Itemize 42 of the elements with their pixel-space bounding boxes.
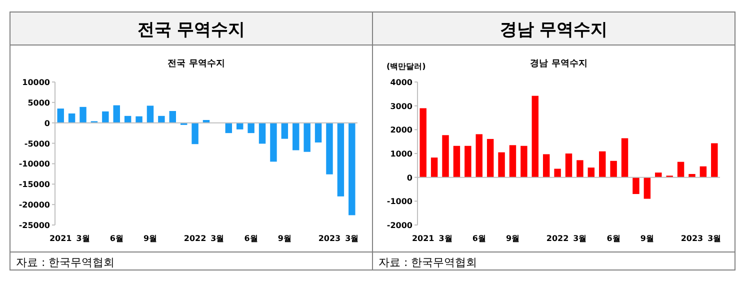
y-tick-label: 3000 <box>390 102 413 111</box>
x-tick-label: 6월 <box>472 234 486 243</box>
x-tick-label: 2023 <box>680 234 704 243</box>
y-tick-label: -5000 <box>24 139 50 148</box>
text: 자료 : 한국무역협회 <box>378 256 478 269</box>
x-tick-label: 2023 <box>318 234 341 243</box>
x-tick-label: 6월 <box>244 234 258 243</box>
x-tick-label: 2021 <box>49 234 72 243</box>
x-tick-label: 6월 <box>606 234 620 243</box>
chart-title: 전국 무역수지 <box>137 20 246 40</box>
x-tick-label: 3월 <box>708 234 722 243</box>
x-tick-label: 9월 <box>278 234 292 243</box>
chart-subtitle: 경남 무역수지 <box>530 59 588 69</box>
chart-title: 경남 무역수지 <box>500 20 608 40</box>
x-tick-label: 3월 <box>345 234 359 243</box>
x-tick-label: 9월 <box>640 234 654 243</box>
y-tick-label: -20000 <box>18 200 50 210</box>
x-tick-label: 2022 <box>184 234 206 243</box>
y-axis-title: (백만달러) <box>386 62 426 71</box>
x-tick-label: 3월 <box>573 234 587 243</box>
y-tick-label: -2000 <box>386 221 413 230</box>
x-tick-label: 2022 <box>546 234 569 243</box>
x-tick-label: 6월 <box>110 234 124 243</box>
chart-subtitle: 전국 무역수지 <box>168 59 225 69</box>
y-tick-label: -1000 <box>386 197 413 206</box>
y-tick-label: -10000 <box>18 160 50 169</box>
y-tick-label: -15000 <box>18 180 50 190</box>
y-tick-label: -25000 <box>18 221 50 230</box>
x-tick-label: 9월 <box>506 234 520 243</box>
x-tick-label: 3월 <box>438 234 452 243</box>
y-tick-label: 0 <box>406 173 413 182</box>
text: 자료 : 한국무역협회 <box>16 256 115 269</box>
y-tick-label: 1000 <box>390 150 413 158</box>
x-tick-label: 3월 <box>76 234 90 243</box>
x-tick-label: 2021 <box>412 234 435 243</box>
y-tick-label: 5000 <box>28 98 50 108</box>
y-tick-label: 10000 <box>22 78 50 87</box>
x-tick-label: 3월 <box>210 234 224 243</box>
y-tick-label: 2000 <box>390 126 413 135</box>
y-tick-label: 4000 <box>390 78 413 87</box>
x-tick-label: 9월 <box>143 234 158 243</box>
y-tick-label: 0 <box>44 118 50 128</box>
